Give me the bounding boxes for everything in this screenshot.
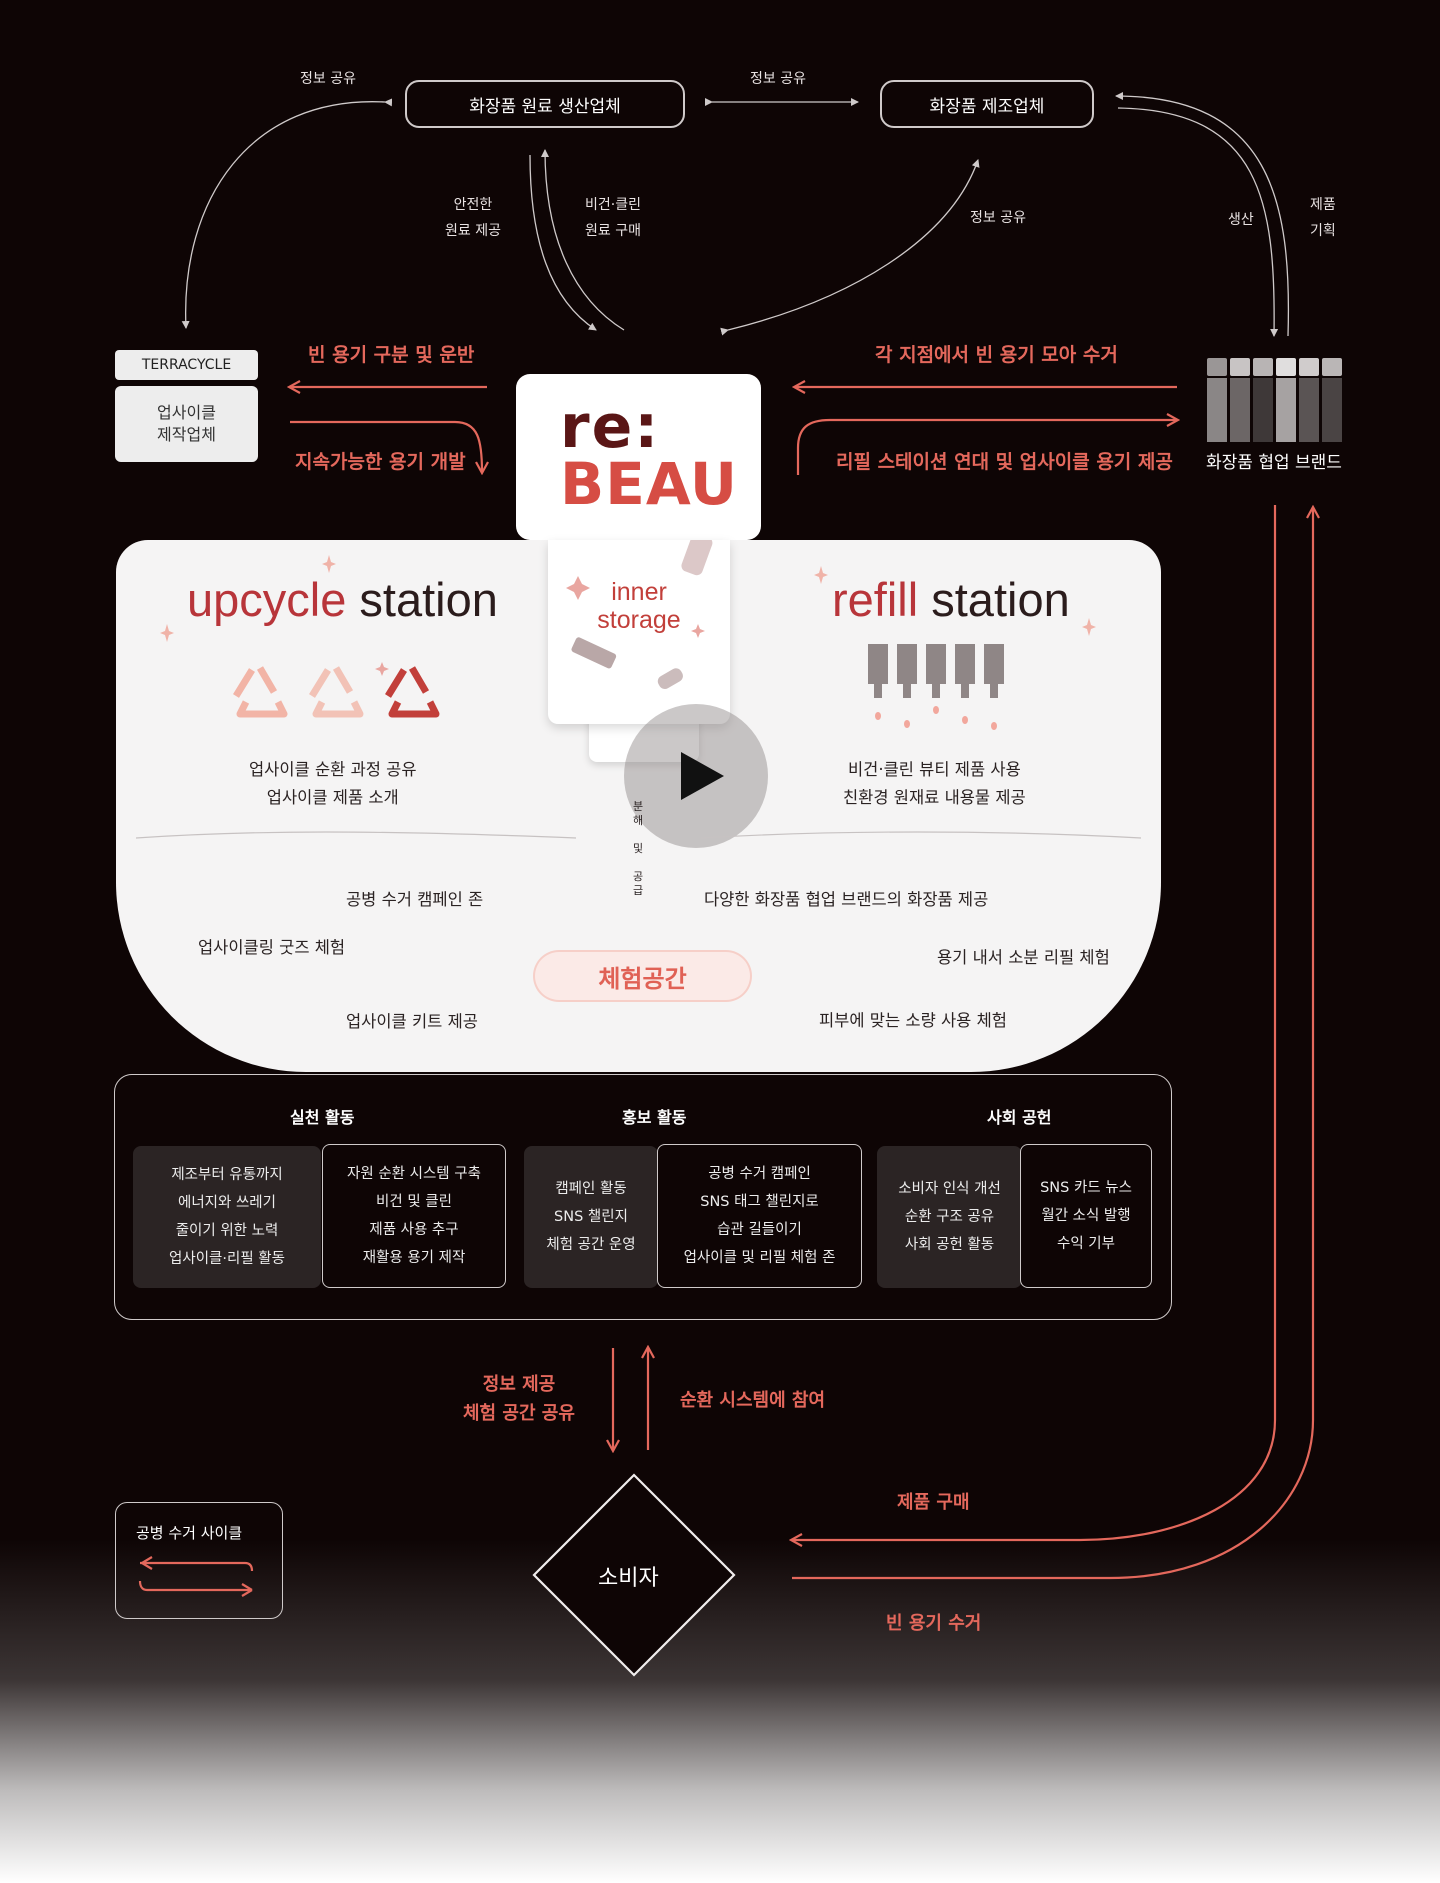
wave-divider (136, 831, 1142, 839)
exp-right-2: 용기 내서 소분 리필 체험 (937, 948, 1110, 967)
rebeau-logo: re: BEAU (516, 374, 761, 540)
promo-right-box: 공병 수거 캠페인 SNS 태그 챌린지로 습관 길들이기 업사이클 및 리필 … (657, 1144, 862, 1288)
sparkle-icon (160, 624, 174, 642)
exp-left-2: 업사이클링 굿즈 체험 (198, 938, 346, 957)
brand-label: 화장품 협업 브랜드 (1206, 453, 1342, 473)
join-cycle-label: 순환 시스템에 참여 (680, 1390, 826, 1411)
social-title: 사회 공헌 (987, 1108, 1052, 1127)
safe-supply-label: 안전한 원료 제공 (445, 197, 501, 239)
practice-title: 실천 활동 (290, 1108, 355, 1127)
recycle-icons (233, 662, 440, 718)
consumer-node: 소비자 (598, 1566, 659, 1591)
promo-left-box: 캠페인 활동 SNS 챌린지 체험 공간 운영 (524, 1146, 658, 1288)
sparkle-icon (322, 555, 336, 573)
produce-label: 생산 (1228, 212, 1254, 228)
sparkle-icon (1082, 618, 1096, 636)
social-right-box: SNS 카드 뉴스 월간 소식 발행 수익 기부 (1020, 1144, 1152, 1288)
collect-empty-label: 빈 용기 수거 (886, 1613, 982, 1634)
brand-bottles-icon (1207, 358, 1342, 442)
activities-frame (114, 1074, 1172, 1320)
collect-branches-label: 각 지점에서 빈 용기 모아 수거 (875, 344, 1118, 366)
upcycle-desc: 업사이클 순환 과정 공유 업사이클 제품 소개 (249, 760, 417, 807)
bottle-shards-icon (566, 540, 713, 689)
legend-box (115, 1502, 283, 1619)
upcycle-station-title: upcycle station (187, 573, 498, 626)
refill-dispenser-icon (868, 644, 1004, 730)
social-left-box: 소비자 인식 개선 순환 구조 공유 사회 공헌 활동 (877, 1146, 1022, 1288)
manufacturer-node: 화장품 제조업체 (880, 80, 1094, 128)
legend-title: 공병 수거 사이클 (136, 1524, 243, 1542)
upcycle-maker-node: 업사이클 제작업체 (115, 386, 258, 462)
terracycle-tag: TERRACYCLE (115, 350, 258, 380)
practice-left-box: 제조부터 유통까지 에너지와 쓰레기 줄이기 위한 노력 업사이클·리필 활동 (133, 1146, 321, 1288)
info-share-left-label: 정보 공유 (300, 71, 356, 87)
sort-transport-label: 빈 용기 구분 및 운반 (308, 344, 475, 366)
exp-space-title: 체험공간 (535, 952, 750, 1000)
exp-right-1: 다양한 화장품 협업 브랜드의 화장품 제공 (704, 890, 989, 909)
sustain-dev-label: 지속가능한 용기 개발 (295, 451, 466, 473)
refill-station-title: refill station (832, 573, 1070, 626)
raw-material-supplier-node: 화장품 원료 생산업체 (405, 80, 685, 128)
play-button[interactable] (624, 704, 768, 848)
split-supply-label: 분 해 및 공 급 (632, 800, 644, 897)
vegan-buy-label: 비건·클린 원료 구매 (585, 197, 641, 239)
info-share-right-label: 정보 공유 (970, 210, 1026, 226)
refill-desc: 비건·클린 뷰티 제품 사용 친환경 원재료 내용물 제공 (843, 760, 1026, 807)
exp-left-3: 업사이클 키트 제공 (346, 1012, 478, 1031)
info-share-mid-label: 정보 공유 (750, 71, 806, 87)
practice-right-box: 자원 순환 시스템 구축 비건 및 클린 제품 사용 추구 재활용 용기 제작 (322, 1144, 506, 1288)
exp-left-1: 공병 수거 캠페인 존 (346, 890, 484, 909)
buy-product-label: 제품 구매 (897, 1492, 970, 1513)
plan-label: 제품 기획 (1310, 197, 1336, 239)
play-icon (681, 752, 724, 800)
refill-link-label: 리필 스테이션 연대 및 업사이클 용기 제공 (836, 451, 1173, 473)
exp-right-3: 피부에 맞는 소량 사용 체험 (819, 1011, 1007, 1030)
sparkle-icon (814, 566, 828, 584)
inner-storage-card: inner storage (548, 540, 730, 724)
info-provide-label: 정보 제공 체험 공간 공유 (463, 1374, 575, 1424)
promo-title: 홍보 활동 (622, 1108, 687, 1127)
